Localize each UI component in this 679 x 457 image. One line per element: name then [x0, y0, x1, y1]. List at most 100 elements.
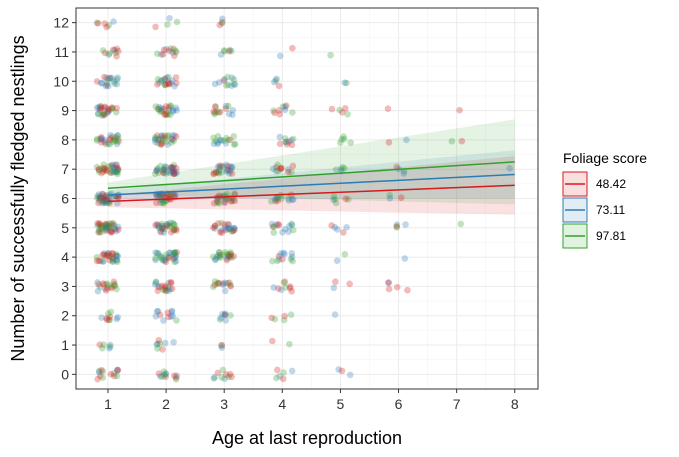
data-point — [172, 258, 180, 265]
data-point — [95, 367, 103, 375]
data-point — [268, 220, 276, 228]
data-point — [159, 224, 166, 232]
data-point — [152, 256, 159, 264]
data-point — [167, 279, 175, 286]
data-point — [218, 219, 225, 227]
data-point — [100, 222, 108, 229]
data-point — [228, 254, 236, 261]
data-point — [219, 366, 227, 374]
data-point — [154, 250, 161, 257]
data-point — [221, 311, 229, 319]
data-point — [96, 283, 104, 291]
data-point — [268, 197, 275, 205]
data-point — [105, 51, 113, 59]
data-point — [216, 229, 224, 236]
data-point — [214, 280, 222, 288]
data-point — [165, 47, 173, 55]
data-point — [342, 195, 350, 203]
data-point — [173, 227, 180, 234]
data-point — [228, 227, 235, 235]
data-point — [165, 104, 173, 111]
data-point — [276, 133, 284, 141]
data-point — [220, 137, 228, 144]
data-point — [103, 223, 110, 230]
data-point — [214, 139, 222, 146]
data-point — [173, 18, 181, 26]
data-point — [96, 198, 104, 205]
data-point — [161, 165, 169, 173]
data-point — [100, 165, 108, 173]
data-point — [102, 225, 110, 232]
data-point — [173, 248, 181, 256]
fit-line — [107, 184, 515, 203]
data-point — [167, 164, 175, 171]
data-point — [112, 134, 120, 141]
data-point — [110, 220, 117, 227]
data-point — [222, 371, 230, 378]
data-point — [222, 139, 230, 147]
data-point — [96, 194, 104, 202]
data-point — [100, 168, 107, 175]
data-point — [226, 170, 233, 177]
data-point — [227, 251, 235, 258]
data-point — [228, 170, 236, 177]
data-point — [228, 74, 236, 82]
data-point — [98, 344, 106, 352]
data-point — [339, 163, 346, 171]
data-point — [108, 104, 116, 111]
data-point — [211, 225, 219, 232]
data-point — [107, 169, 115, 176]
data-point — [341, 79, 349, 87]
data-point — [288, 367, 296, 375]
data-point — [163, 253, 171, 261]
data-point — [108, 227, 116, 235]
data-point — [168, 139, 175, 146]
data-point — [94, 192, 102, 200]
data-point — [101, 20, 108, 27]
data-point — [113, 161, 121, 169]
data-point — [113, 168, 120, 176]
data-point — [332, 199, 340, 207]
data-point — [170, 137, 178, 144]
data-point — [271, 109, 278, 117]
data-point — [113, 76, 121, 83]
data-point — [161, 257, 169, 264]
data-point — [285, 138, 293, 145]
data-point — [157, 140, 165, 147]
data-point — [106, 313, 114, 321]
fit-lines — [107, 161, 515, 203]
data-point — [214, 251, 222, 259]
data-point — [101, 138, 109, 146]
data-point — [95, 281, 102, 288]
data-point — [227, 312, 234, 319]
data-point — [106, 316, 113, 324]
data-point — [93, 163, 101, 171]
data-point — [275, 285, 282, 292]
x-tick-label: 7 — [453, 396, 461, 412]
data-point — [226, 46, 234, 54]
data-point — [114, 170, 121, 178]
data-point — [169, 312, 177, 320]
data-point — [170, 249, 178, 257]
data-point — [162, 103, 170, 110]
data-point — [289, 135, 297, 143]
data-point — [281, 225, 289, 233]
data-point — [216, 316, 224, 323]
data-point — [170, 221, 178, 228]
data-point — [97, 135, 104, 143]
data-point — [105, 21, 113, 29]
ci-ribbon — [107, 119, 515, 205]
data-point — [216, 136, 224, 144]
data-point — [105, 224, 112, 231]
data-point — [94, 279, 101, 286]
data-point — [225, 253, 232, 261]
data-point — [402, 221, 409, 228]
data-point — [153, 167, 161, 174]
data-point — [102, 199, 110, 207]
data-point — [108, 74, 116, 82]
data-point — [169, 219, 177, 227]
data-point — [156, 108, 164, 116]
data-point — [96, 228, 103, 236]
data-point — [113, 104, 120, 112]
data-point — [231, 81, 239, 88]
